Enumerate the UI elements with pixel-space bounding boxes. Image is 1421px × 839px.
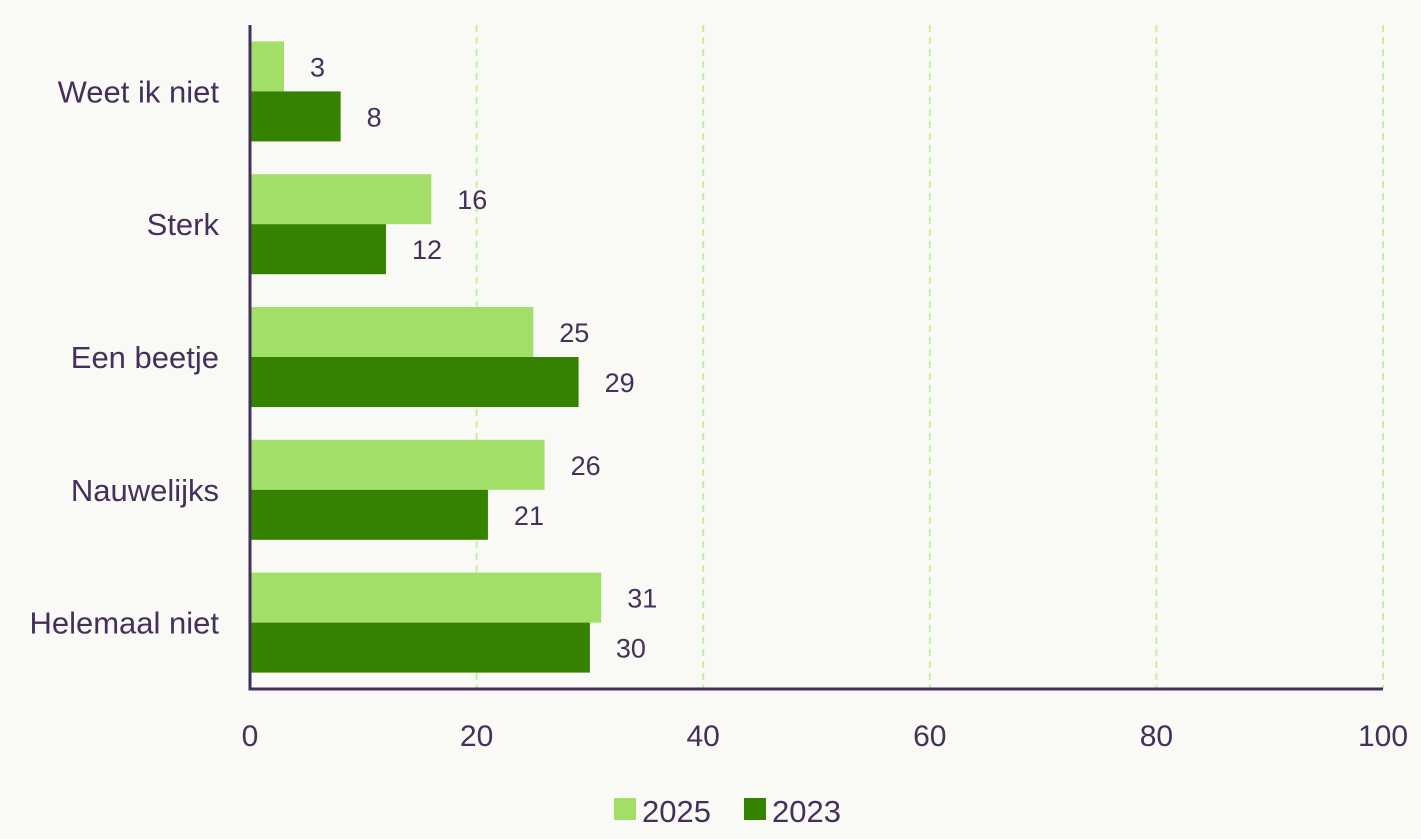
gridlines — [475, 25, 1384, 689]
data-label-2023-weet-ik-niet: 8 — [367, 102, 382, 132]
bar-2025-helemaal-niet — [250, 572, 602, 623]
legend-label-2023: 2023 — [772, 794, 841, 829]
x-tick-label-40: 40 — [687, 720, 720, 753]
bars — [250, 41, 602, 673]
bar-2025-sterk — [250, 174, 432, 225]
bar-2023-nauwelijks — [250, 489, 488, 540]
bar-2025-weet-ik-niet — [250, 41, 284, 92]
data-label-2023-helemaal-niet: 30 — [616, 634, 646, 664]
legend-swatch-2025 — [614, 798, 636, 820]
legend: 2025 2023 — [614, 794, 841, 829]
category-labels: Helemaal niet Nauwelijks Een beetje Sterk We… — [29, 74, 219, 640]
bar-2025-nauwelijks — [250, 439, 545, 490]
data-label-2023-sterk: 12 — [412, 235, 442, 265]
bar-2023-weet-ik-niet — [250, 91, 341, 142]
data-label-2023-een-beetje: 29 — [605, 368, 635, 398]
data-label-2025-nauwelijks: 26 — [571, 451, 601, 481]
data-label-2025-weet-ik-niet: 3 — [310, 52, 325, 82]
x-tick-labels: 0 20 40 60 80 100 — [242, 720, 1408, 753]
category-label-nauwelijks: Nauwelijks — [71, 473, 219, 508]
x-tick-label-0: 0 — [242, 720, 259, 753]
x-tick-label-100: 100 — [1358, 720, 1408, 753]
bar-2023-helemaal-niet — [250, 622, 590, 673]
category-label-helemaal-niet: Helemaal niet — [29, 606, 219, 641]
data-label-2025-een-beetje: 25 — [559, 318, 589, 348]
legend-swatch-2023 — [744, 798, 766, 820]
x-tick-label-60: 60 — [913, 720, 946, 753]
bar-2023-sterk — [250, 224, 386, 275]
data-label-2025-helemaal-niet: 31 — [627, 584, 657, 614]
x-tick-label-80: 80 — [1140, 720, 1173, 753]
category-label-sterk: Sterk — [147, 207, 220, 242]
data-label-2023-nauwelijks: 21 — [514, 501, 544, 531]
category-label-weet-ik-niet: Weet ik niet — [58, 74, 220, 109]
category-label-een-beetje: Een beetje — [71, 340, 219, 375]
legend-label-2025: 2025 — [642, 794, 711, 829]
x-tick-label-20: 20 — [460, 720, 493, 753]
data-label-2025-sterk: 16 — [457, 185, 487, 215]
bar-2023-een-beetje — [250, 357, 579, 407]
bar-2025-een-beetje — [250, 307, 534, 357]
axes — [248, 25, 1383, 691]
data-labels: 31 30 26 21 25 29 16 12 3 8 — [310, 52, 657, 663]
